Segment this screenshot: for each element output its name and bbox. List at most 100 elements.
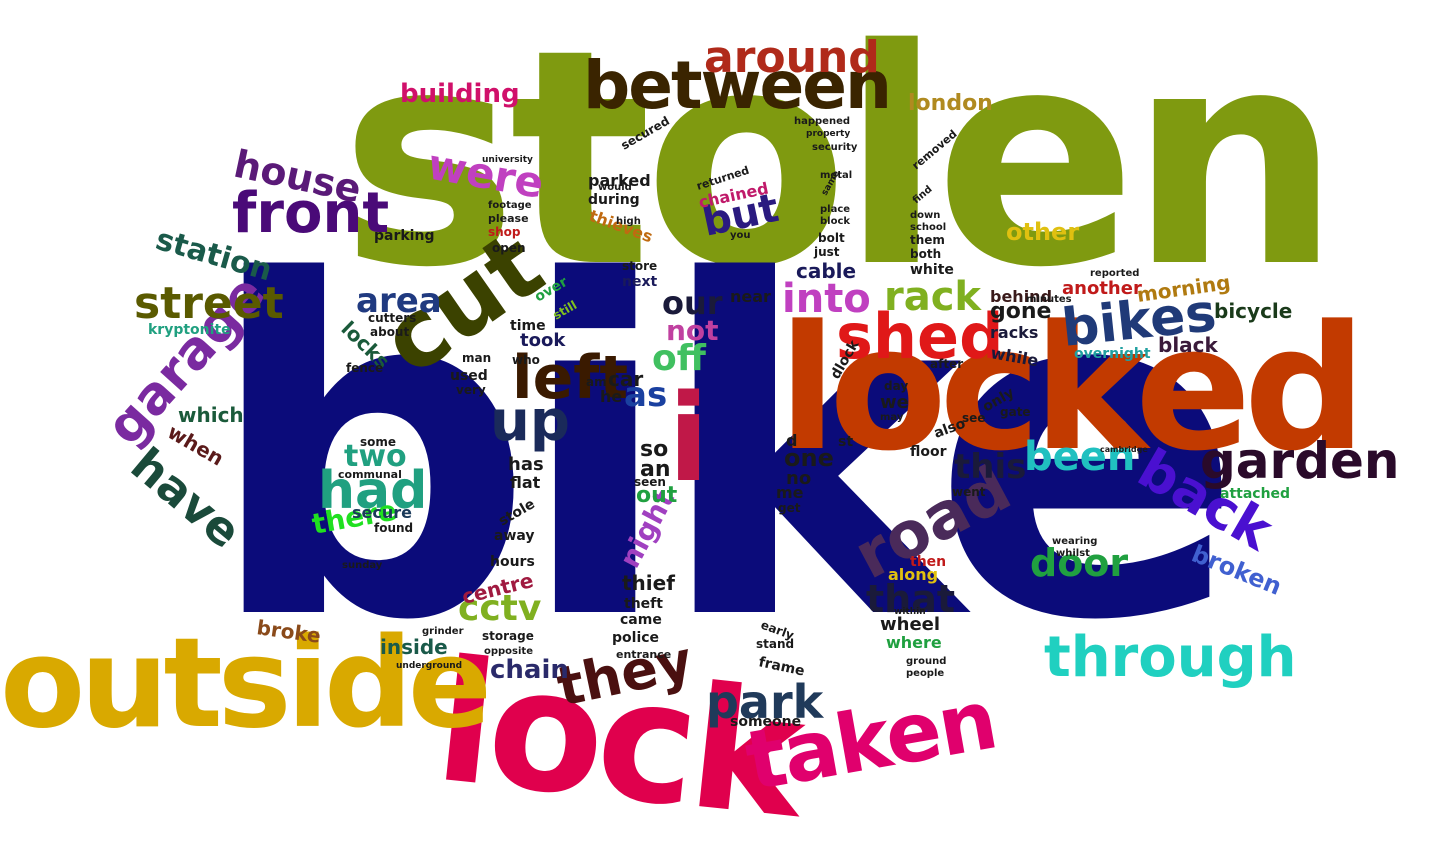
word-garden: garden	[1200, 432, 1400, 490]
word-fence: fence	[346, 361, 383, 375]
word-underground: underground	[396, 661, 462, 671]
word-stolen: stolen	[340, 0, 1333, 333]
word-so: so	[640, 437, 668, 462]
word-not: not	[666, 314, 719, 347]
word-where: where	[886, 633, 942, 652]
word-them: them	[910, 233, 945, 247]
word-building: building	[400, 79, 520, 109]
word-rack: rack	[884, 274, 982, 320]
word-cable: cable	[796, 259, 856, 283]
word-front: front	[232, 181, 389, 246]
word-took: took	[520, 330, 566, 351]
word-been: been	[1024, 434, 1135, 480]
word-ground: ground	[906, 656, 946, 667]
word-footage: footage	[488, 200, 532, 211]
word-chain: chain	[490, 655, 569, 685]
word-then: then	[910, 554, 946, 570]
word-near: near	[730, 287, 771, 306]
word-someone: someone	[730, 714, 801, 730]
word-see: see	[962, 411, 985, 425]
word-between: between	[583, 47, 890, 124]
word-stand: stand	[756, 637, 794, 651]
word-overnight: overnight	[1074, 346, 1151, 362]
word-london: london	[908, 91, 993, 116]
word-had: had	[318, 461, 427, 521]
word-racks: racks	[990, 323, 1038, 342]
word-communal: communal	[338, 468, 402, 481]
word-kryptonite: kryptonite	[148, 322, 231, 338]
word-metal: metal	[820, 170, 852, 181]
word-minutes: minutes	[1026, 294, 1072, 305]
word-gate: gate	[1000, 405, 1031, 419]
word-along: along	[888, 565, 938, 584]
word-get: get	[778, 501, 801, 515]
word-hours: hours	[490, 554, 535, 570]
word-sunday: sunday	[342, 560, 383, 571]
word-lock: lock	[428, 623, 816, 855]
word-shed: shed	[836, 300, 1003, 373]
word-cutters: cutters	[368, 311, 416, 325]
word-left: left	[512, 343, 628, 413]
word-white: white	[910, 262, 954, 278]
word-property: property	[806, 129, 850, 139]
word-parked: parked	[588, 171, 651, 190]
word-that: that	[866, 577, 955, 621]
word-this: this	[954, 447, 1026, 487]
word-bolt: bolt	[818, 231, 845, 245]
word-locked: locked	[778, 288, 1359, 489]
word-reported: reported	[1090, 268, 1139, 279]
word-place: place	[820, 204, 850, 215]
word-parking: parking	[374, 228, 434, 244]
word-about: about	[370, 325, 409, 339]
word-attached: attached	[1220, 486, 1290, 502]
word-floor: floor	[910, 444, 947, 460]
word-behind: behind	[990, 287, 1052, 306]
word-cambridge: cambridge	[1100, 445, 1148, 454]
word-school: school	[910, 222, 946, 233]
word-i: i	[668, 370, 709, 509]
word-wheel: wheel	[880, 614, 940, 635]
word-next: next	[622, 274, 657, 290]
word-street: street	[134, 278, 284, 329]
word-very: very	[456, 383, 486, 397]
word-some: some	[360, 435, 396, 449]
word-high: high	[616, 216, 641, 227]
word-store: store	[622, 259, 657, 273]
word-who: who	[512, 353, 540, 367]
word-an: an	[640, 457, 671, 482]
word-off: off	[652, 338, 707, 379]
word-area: area	[356, 281, 442, 321]
word-other: other	[1006, 218, 1079, 246]
word-police: police	[612, 630, 659, 646]
word-away: away	[494, 528, 535, 544]
word-man: man	[462, 351, 491, 365]
word-st: st	[838, 434, 853, 450]
word-you: you	[730, 230, 751, 241]
word-please: please	[488, 212, 529, 225]
word-whilst: whilst	[1056, 548, 1090, 559]
word-cctv: cctv	[458, 588, 541, 629]
word-security: security	[812, 142, 858, 153]
word-open: open	[492, 241, 526, 255]
word-as: as	[624, 375, 667, 415]
word-may: may	[880, 412, 904, 423]
word-time: time	[510, 318, 546, 334]
word-theft: theft	[624, 596, 663, 612]
word-one: one	[784, 444, 834, 472]
word-out: out	[636, 483, 678, 508]
word-came: came	[620, 612, 662, 628]
word-bike: bike	[205, 186, 1226, 721]
word-gone: gone	[990, 299, 1051, 324]
word-found: found	[374, 521, 413, 535]
word-he: he	[600, 387, 622, 406]
word-inside: inside	[380, 635, 448, 659]
word-during: during	[588, 192, 640, 208]
word-no: no	[786, 468, 811, 489]
word-used: used	[450, 368, 488, 384]
word-block: block	[820, 216, 850, 227]
word-bicycle: bicycle	[1214, 299, 1292, 323]
word-park: park	[706, 675, 825, 729]
word-both: both	[910, 247, 941, 261]
